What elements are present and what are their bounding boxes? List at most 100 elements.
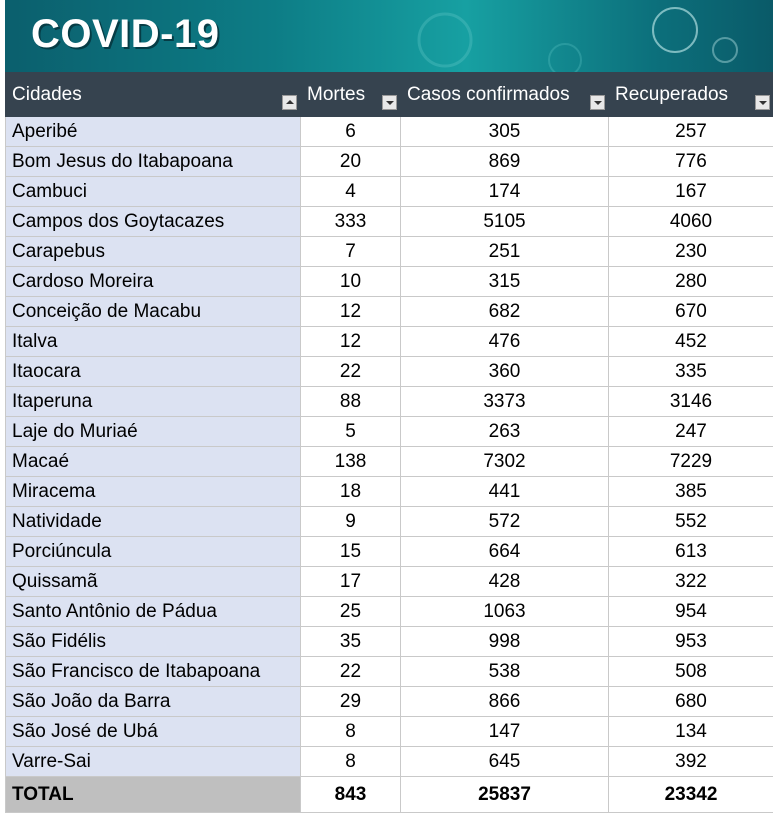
data-row: Cardoso Moreira 10 315 280 (5, 266, 773, 297)
number-cell: 1063 (400, 596, 609, 627)
column-header-text: Cidades (12, 83, 82, 105)
total-label: TOTAL (5, 776, 301, 813)
city-cell: Bom Jesus do Itabapoana (5, 146, 301, 177)
number-cell: 88 (300, 386, 401, 417)
data-row: Porciúncula 15 664 613 (5, 536, 773, 567)
number-cell: 147 (400, 716, 609, 747)
city-cell: São Francisco de Itabapoana (5, 656, 301, 687)
data-row: Varre-Sai 8 645 392 (5, 746, 773, 777)
city-cell: São Fidélis (5, 626, 301, 657)
data-row: Itaperuna 88 3373 3146 (5, 386, 773, 417)
number-cell: 869 (400, 146, 609, 177)
number-cell: 866 (400, 686, 609, 717)
column-header: Cidades (5, 72, 301, 117)
number-cell: 441 (400, 476, 609, 507)
number-cell: 7229 (608, 446, 773, 477)
city-cell: Campos dos Goytacazes (5, 206, 301, 237)
number-cell: 18 (300, 476, 401, 507)
number-cell: 167 (608, 176, 773, 207)
data-row: São Fidélis 35 998 953 (5, 626, 773, 657)
number-cell: 645 (400, 746, 609, 777)
number-cell: 20 (300, 146, 401, 177)
number-cell: 5 (300, 416, 401, 447)
number-cell: 9 (300, 506, 401, 537)
city-cell: Varre-Sai (5, 746, 301, 777)
city-cell: Carapebus (5, 236, 301, 267)
city-cell: Natividade (5, 506, 301, 537)
filter-button[interactable] (590, 95, 605, 110)
number-cell: 664 (400, 536, 609, 567)
city-cell: Itaocara (5, 356, 301, 387)
number-cell: 552 (608, 506, 773, 537)
number-cell: 4 (300, 176, 401, 207)
data-row: Aperibé 6 305 257 (5, 116, 773, 147)
total-cell: 23342 (608, 776, 773, 813)
column-header-text: Mortes (307, 83, 366, 105)
number-cell: 12 (300, 296, 401, 327)
number-cell: 682 (400, 296, 609, 327)
number-cell: 10 (300, 266, 401, 297)
city-cell: Italva (5, 326, 301, 357)
total-cell: 25837 (400, 776, 609, 813)
data-row: São João da Barra 29 866 680 (5, 686, 773, 717)
number-cell: 392 (608, 746, 773, 777)
data-row: Campos dos Goytacazes 333 5105 4060 (5, 206, 773, 237)
number-cell: 174 (400, 176, 609, 207)
city-cell: Aperibé (5, 116, 301, 147)
city-cell: Conceição de Macabu (5, 296, 301, 327)
title: COVID-19 (31, 12, 220, 56)
number-cell: 263 (400, 416, 609, 447)
city-cell: São José de Ubá (5, 716, 301, 747)
number-cell: 138 (300, 446, 401, 477)
number-cell: 452 (608, 326, 773, 357)
number-cell: 280 (608, 266, 773, 297)
number-cell: 7302 (400, 446, 609, 477)
data-row: Conceição de Macabu 12 682 670 (5, 296, 773, 327)
filter-button[interactable] (382, 95, 397, 110)
total-cell: 843 (300, 776, 401, 813)
data-row: Itaocara 22 360 335 (5, 356, 773, 387)
number-cell: 15 (300, 536, 401, 567)
number-cell: 251 (400, 236, 609, 267)
number-cell: 680 (608, 686, 773, 717)
number-cell: 333 (300, 206, 401, 237)
number-cell: 230 (608, 236, 773, 267)
column-header-text: Recuperados (615, 83, 729, 105)
number-cell: 6 (300, 116, 401, 147)
number-cell: 315 (400, 266, 609, 297)
header-row: Cidades Mortes Casos confirmados Recuperado… (5, 72, 773, 117)
data-row: Quissamã 17 428 322 (5, 566, 773, 597)
data-row: Bom Jesus do Itabapoana 20 869 776 (5, 146, 773, 177)
number-cell: 8 (300, 716, 401, 747)
number-cell: 17 (300, 566, 401, 597)
number-cell: 8 (300, 746, 401, 777)
banner: COVID-19 (5, 0, 773, 72)
number-cell: 5105 (400, 206, 609, 237)
number-cell: 12 (300, 326, 401, 357)
number-cell: 3373 (400, 386, 609, 417)
number-cell: 257 (608, 116, 773, 147)
filter-button[interactable] (282, 95, 297, 110)
number-cell: 776 (608, 146, 773, 177)
city-cell: Miracema (5, 476, 301, 507)
banner-art (417, 7, 738, 72)
number-cell: 322 (608, 566, 773, 597)
column-header-text: Casos confirmados (407, 83, 570, 105)
number-cell: 305 (400, 116, 609, 147)
number-cell: 29 (300, 686, 401, 717)
filter-button[interactable] (755, 95, 770, 110)
data-row: Cambuci 4 174 167 (5, 176, 773, 207)
number-cell: 25 (300, 596, 401, 627)
city-cell: Laje do Muriaé (5, 416, 301, 447)
column-header: Recuperados (608, 72, 773, 117)
city-cell: Cambuci (5, 176, 301, 207)
number-cell: 335 (608, 356, 773, 387)
number-cell: 428 (400, 566, 609, 597)
city-cell: Porciúncula (5, 536, 301, 567)
number-cell: 7 (300, 236, 401, 267)
number-cell: 22 (300, 656, 401, 687)
number-cell: 247 (608, 416, 773, 447)
number-cell: 998 (400, 626, 609, 657)
number-cell: 385 (608, 476, 773, 507)
